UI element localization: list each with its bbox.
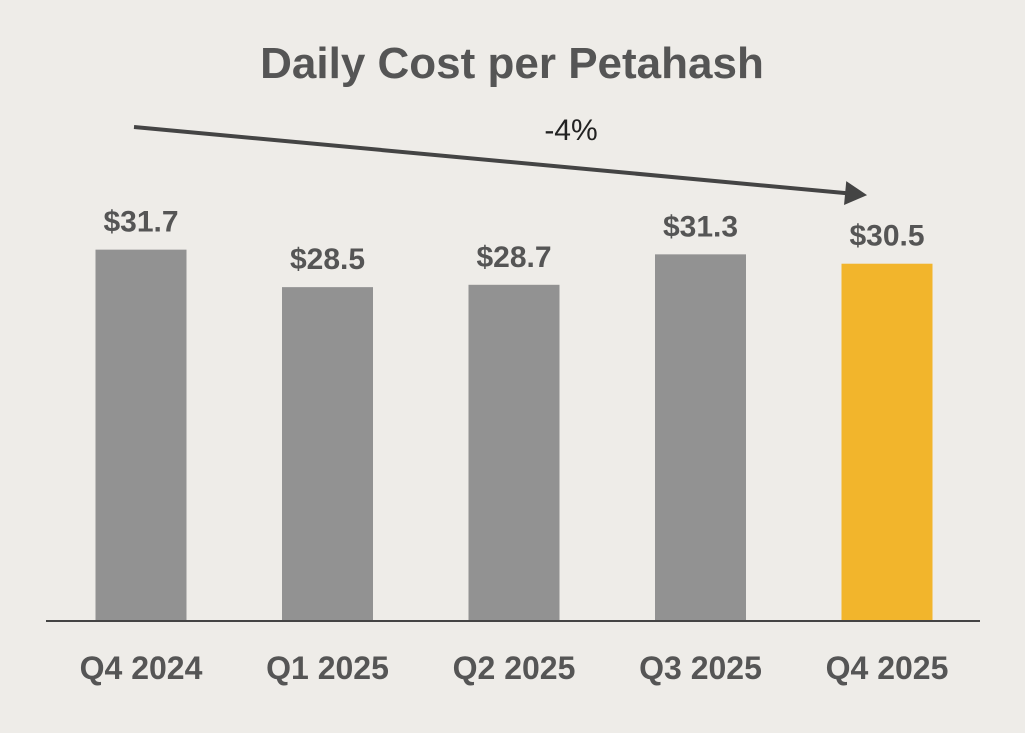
data-label-q1-2025: $28.5 bbox=[290, 243, 365, 276]
trend-annotation-label: -4% bbox=[544, 114, 597, 147]
bar-q2-2025 bbox=[468, 284, 560, 621]
data-label-q4-2025: $30.5 bbox=[849, 220, 924, 253]
trend-arrow-line bbox=[133, 125, 848, 196]
chart-title: Daily Cost per Petahash bbox=[260, 39, 764, 88]
x-tick-label-q4-2025: Q4 2025 bbox=[826, 650, 949, 686]
x-tick-label-q1-2025: Q1 2025 bbox=[266, 650, 389, 686]
x-axis-tick-labels: Q4 2024 Q1 2025 Q2 2025 Q3 2025 Q4 2025 bbox=[80, 650, 949, 686]
value-labels: $31.7 $28.5 $28.7 $31.3 $30.5 bbox=[103, 206, 924, 276]
data-label-q4-2024: $31.7 bbox=[103, 206, 178, 239]
x-tick-label-q4-2024: Q4 2024 bbox=[80, 650, 203, 686]
bar-q3-2025 bbox=[655, 254, 746, 622]
trend-arrow-head bbox=[844, 181, 868, 206]
bar-series bbox=[95, 249, 933, 622]
data-label-q2-2025: $28.7 bbox=[476, 241, 551, 274]
x-tick-label-q3-2025: Q3 2025 bbox=[639, 650, 762, 686]
x-tick-label-q2-2025: Q2 2025 bbox=[453, 650, 576, 686]
bar-q1-2025 bbox=[282, 287, 373, 621]
bar-q4-2024 bbox=[95, 249, 187, 621]
bar-q4-2025 bbox=[841, 263, 933, 621]
trend-annotation: -4% bbox=[133, 114, 868, 206]
data-label-q3-2025: $31.3 bbox=[663, 210, 738, 243]
